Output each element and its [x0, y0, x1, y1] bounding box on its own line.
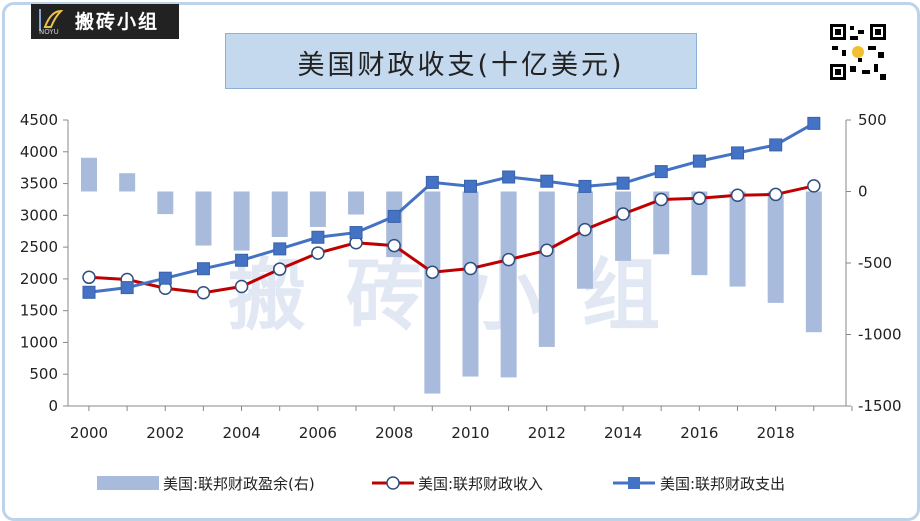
- revenue-point: [196, 285, 211, 300]
- title-box: 美国财政收支(十亿美元): [225, 33, 697, 89]
- expenditure-point: [654, 165, 668, 179]
- x-axis-tick-label: 2000: [70, 424, 108, 442]
- right-axis-tick-label: 0: [858, 183, 868, 201]
- surplus-bar: [615, 191, 632, 261]
- surplus-bar: [500, 191, 517, 378]
- legend-swatch-surplus: [97, 476, 159, 490]
- revenue-point: [273, 262, 287, 276]
- expenditure-point: [387, 209, 401, 223]
- expenditure-point: [82, 285, 96, 299]
- revenue-point: [311, 246, 325, 260]
- logo-mark-icon: [39, 9, 64, 31]
- legend-label-revenue: 美国:联邦财政收入: [418, 475, 543, 493]
- revenue-point: [616, 207, 630, 221]
- expenditure-point: [196, 262, 210, 276]
- expenditure-point: [120, 281, 134, 295]
- left-axis-tick-label: 0: [48, 397, 58, 415]
- left-axis-tick-label: 3000: [20, 206, 58, 224]
- revenue-point: [654, 192, 668, 207]
- left-axis-tick-label: 500: [29, 365, 58, 383]
- left-axis-tick-label: 1000: [20, 333, 58, 351]
- expenditure-point: [502, 170, 516, 184]
- revenue-point: [387, 238, 401, 253]
- legend-label-surplus: 美国:联邦财政盈余(右): [163, 475, 315, 493]
- surplus-bar: [195, 191, 212, 246]
- left-axis-tick-label: 4000: [20, 143, 58, 161]
- expenditure-point: [464, 179, 477, 193]
- expenditure-point: [616, 176, 630, 190]
- surplus-bar: [348, 191, 365, 215]
- left-axis-tick-label: 3500: [20, 175, 58, 193]
- expenditure-point: [158, 271, 172, 285]
- left-axis-tick-label: 1500: [20, 302, 58, 320]
- revenue-point: [425, 265, 440, 279]
- x-axis-tick-label: 2002: [146, 424, 184, 442]
- chart-title: 美国财政收支(十亿美元): [297, 50, 625, 81]
- expenditure-point: [273, 242, 287, 256]
- expenditure-point: [349, 226, 363, 240]
- legend-label-expenditure: 美国:联邦财政支出: [660, 475, 785, 493]
- expenditure-point: [578, 179, 592, 193]
- x-axis-tick-label: 2006: [299, 424, 337, 442]
- right-axis-tick-label: -500: [858, 254, 892, 272]
- surplus-bar: [271, 191, 288, 237]
- revenue-point: [234, 279, 249, 294]
- right-axis-tick-label: -1500: [858, 397, 902, 415]
- revenue-point: [578, 222, 592, 237]
- left-axis-tick-label: 2000: [20, 270, 58, 288]
- surplus-bar: [81, 157, 97, 192]
- legend-marker-revenue: [386, 476, 400, 490]
- revenue-point: [540, 243, 554, 258]
- surplus-bar: [157, 191, 174, 215]
- surplus-bar: [119, 173, 136, 192]
- surplus-bar: [538, 191, 555, 347]
- x-axis-tick-label: 2016: [680, 424, 718, 442]
- expenditure-point: [769, 138, 783, 152]
- qr-code-icon: [828, 22, 888, 82]
- revenue-point: [501, 252, 516, 267]
- expenditure-point: [235, 253, 249, 267]
- expenditure-point: [731, 146, 745, 160]
- revenue-point: [692, 191, 707, 206]
- revenue-point: [463, 261, 478, 276]
- expenditure-point: [692, 154, 706, 168]
- expenditure-point: [311, 230, 325, 244]
- surplus-bar: [691, 191, 708, 276]
- legend-marker-expenditure: [628, 477, 640, 489]
- surplus-bar: [805, 191, 822, 333]
- revenue-point: [730, 188, 745, 202]
- surplus-bar: [309, 191, 326, 227]
- x-axis-tick-label: 2004: [223, 424, 261, 442]
- revenue-point: [82, 270, 96, 285]
- x-axis-tick-label: 2012: [528, 424, 566, 442]
- surplus-bar: [729, 191, 746, 287]
- x-axis-tick-label: 2018: [757, 424, 795, 442]
- expenditure-point: [807, 116, 821, 130]
- revenue-point: [807, 179, 821, 193]
- surplus-bar: [767, 191, 784, 303]
- left-axis-tick-label: 4500: [20, 111, 58, 129]
- x-axis-tick-label: 2010: [451, 424, 489, 442]
- right-axis-tick-label: 500: [858, 111, 887, 129]
- surplus-bar: [576, 191, 593, 289]
- x-axis-tick-label: 2014: [604, 424, 642, 442]
- left-axis-tick-label: 2500: [20, 238, 58, 256]
- surplus-bar: [424, 191, 441, 394]
- surplus-bar: [462, 191, 479, 377]
- x-axis-tick-label: 2008: [375, 424, 413, 442]
- revenue-point: [768, 187, 783, 202]
- expenditure-point: [425, 175, 439, 189]
- surplus-bar: [233, 191, 250, 251]
- logo-text: 搬砖小组: [75, 11, 160, 33]
- surplus-bar: [653, 191, 670, 255]
- right-axis-tick-label: -1000: [858, 326, 902, 344]
- logo-sub: NOYU: [39, 28, 59, 36]
- logo: 搬砖小组 NOYU: [31, 4, 179, 39]
- expenditure-point: [540, 174, 554, 188]
